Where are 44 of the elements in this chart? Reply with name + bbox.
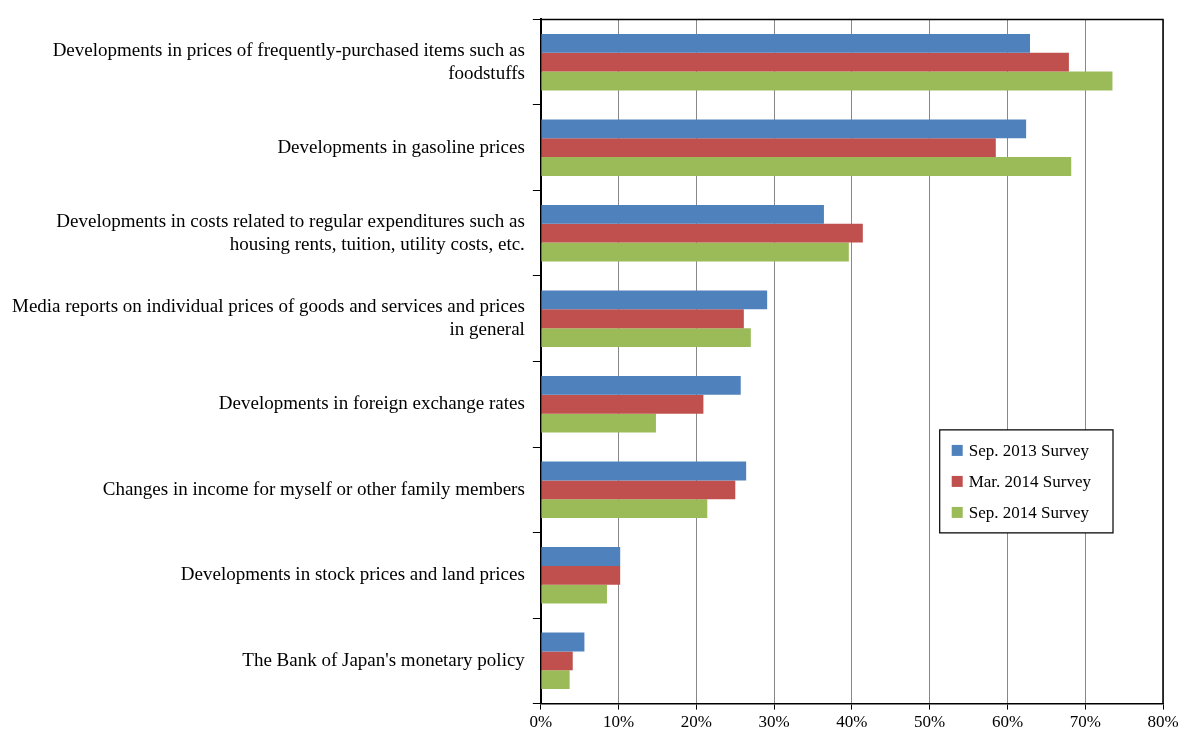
x-tick-label: 0%: [529, 712, 553, 732]
bar: [541, 242, 849, 262]
bar: [541, 651, 573, 671]
bar: [541, 309, 744, 329]
y-tick-label: Developments in gasoline prices: [277, 135, 525, 157]
bar: [541, 328, 751, 347]
bar: [541, 461, 747, 481]
x-tick-label: 50%: [914, 712, 946, 732]
x-tick-label: 20%: [680, 712, 712, 732]
y-tick-label: Developments in foreign exchange rates: [218, 392, 525, 414]
legend-label: Sep. 2013 Survey: [968, 440, 1090, 460]
bar: [541, 376, 741, 395]
bar: [541, 204, 824, 224]
bar: [541, 584, 607, 604]
bar: [541, 157, 1072, 176]
bar: [541, 670, 570, 690]
bar: [541, 119, 1027, 139]
x-tick-label: 60%: [991, 712, 1024, 732]
x-tick-label: 10%: [603, 712, 635, 732]
y-tick-label: Developments in stock prices and land prices: [180, 563, 525, 585]
bar: [541, 480, 736, 500]
x-tick-label: 30%: [758, 712, 790, 732]
bar: [541, 413, 656, 433]
bar: [541, 632, 585, 652]
bar: [541, 52, 1069, 72]
bar: [541, 394, 704, 414]
bar: [541, 290, 768, 310]
bar: [541, 565, 621, 585]
x-tick-label: 80%: [1147, 712, 1179, 732]
y-tick-label: The Bank of Japan's monetary policy: [242, 648, 526, 670]
y-tick-label: Developments in costs related to regular expenditures such as housing rents, tuition, utility costs, etc.: [56, 209, 525, 254]
bar: [541, 33, 1031, 53]
x-tick-label: 40%: [836, 712, 868, 732]
bar: [541, 547, 621, 566]
bar: [541, 499, 708, 519]
y-tick-label: Changes in income for myself or other family members: [102, 477, 525, 499]
bar: [541, 138, 996, 158]
bar: [541, 71, 1113, 91]
legend-label: Mar. 2014 Survey: [968, 471, 1092, 491]
y-tick-label: Media reports on individual prices of goods and services and prices in general: [11, 295, 525, 340]
y-tick-label: Developments in prices of frequently-purchased items such as foodstuffs: [52, 38, 525, 83]
legend-label: Sep. 2014 Survey: [968, 502, 1090, 522]
x-tick-label: 70%: [1069, 712, 1101, 732]
bar: [541, 223, 863, 243]
